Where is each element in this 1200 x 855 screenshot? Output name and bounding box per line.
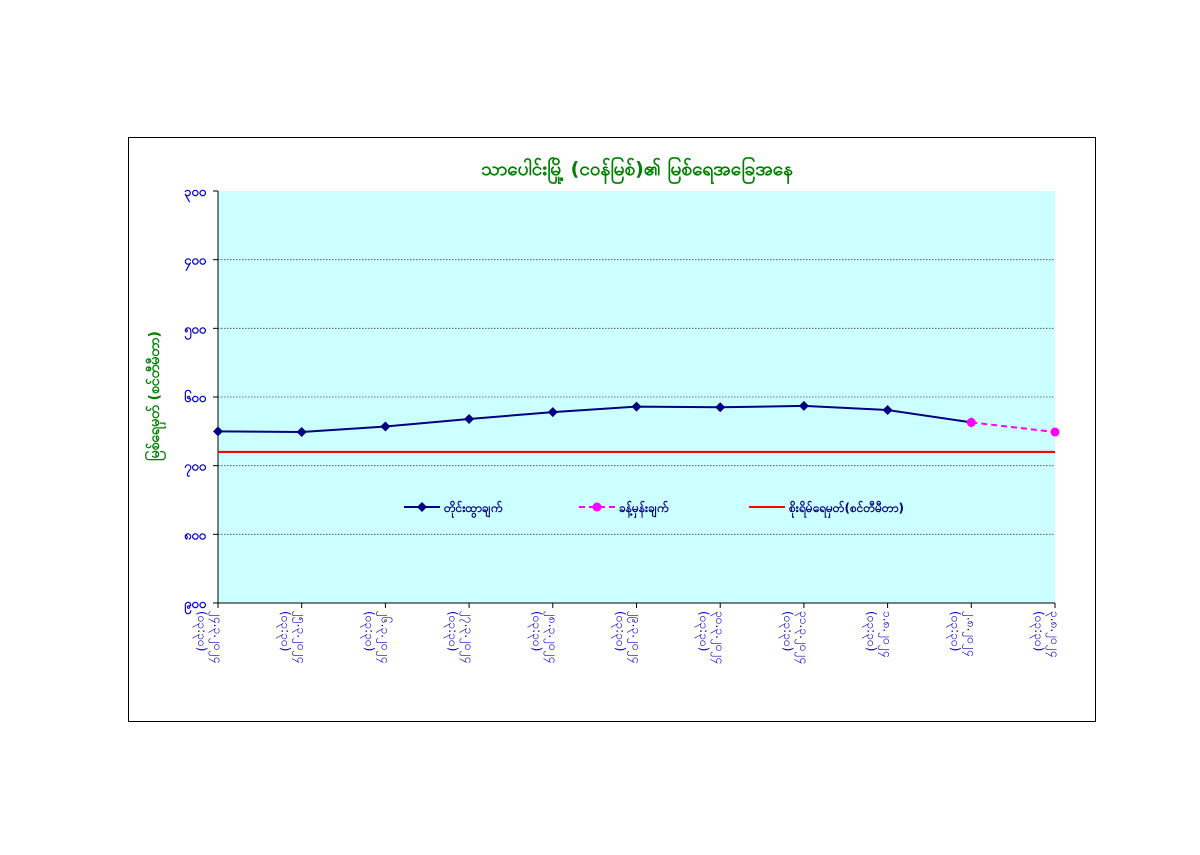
data-point — [631, 401, 642, 412]
legend: တိုင်းထွာချက် ခန့်မှန်းချက် စိုးရိမ်ရေမှတ်… — [404, 499, 904, 519]
x-tick-time: (၀၃:၃၀) — [611, 611, 628, 651]
y-tick-label: ၈၀၀ — [184, 528, 207, 543]
legend-label: စိုးရိမ်ရေမှတ်(စင်တီမီတာ) — [788, 499, 904, 519]
x-tick-date: ၂၇.၃.၂၀၂၄ — [459, 611, 476, 663]
series-line — [971, 421, 1056, 434]
x-tick-time: (၀၃:၃၀) — [443, 611, 460, 651]
x-tick-label: ၂၄.၃.၂၀၂၄(၀၃:၃၀) — [192, 611, 225, 663]
x-tick-date: ၂၈.၃.၂၀၂၄ — [543, 611, 560, 663]
x-tick-time: (၀၃:၃၀) — [945, 611, 962, 651]
legend-label: တိုင်းထွာချက် — [443, 499, 503, 519]
y-tick-label: ၇၀၀ — [184, 460, 207, 478]
data-point — [547, 407, 558, 418]
y-tick-label: ၄၀၀ — [184, 254, 207, 272]
data-point — [296, 427, 307, 438]
x-tick-time: (၀၃:၃၀) — [359, 611, 376, 651]
x-tick-label: ၂၈.၃.၂၀၂၄(၀၃:၃၀) — [527, 611, 560, 663]
x-tick-date: ၂.၈.၂၀၂၄ — [961, 611, 978, 657]
x-tick-label: ၂၆.၃.၂၀၂၄(၀၃:၃၀) — [359, 611, 393, 663]
x-tick-label: ၃.၈.၂၀၂၄(၀၃:၃၀) — [1029, 611, 1062, 658]
x-tick-time: (၀၃:၃၀) — [527, 611, 544, 651]
x-tick-date: ၂၄.၃.၂၀၂၄ — [208, 611, 225, 663]
data-point — [715, 402, 726, 413]
series-line — [217, 404, 972, 434]
legend-label: ခန့်မှန်းချက် — [619, 499, 669, 519]
x-tick-date: ၂၅.၃.၂၀၂၄ — [292, 611, 309, 663]
x-tick-time: (၀၃:၃၀) — [276, 611, 293, 651]
plot-background — [218, 191, 1055, 603]
x-tick-label: ၂.၈.၂၀၂၄(၀၃:၃၀) — [945, 611, 978, 657]
x-tick-label: ၁.၈.၂၀၂၄(၀၃:၃၀) — [862, 611, 895, 658]
data-point — [966, 417, 976, 427]
data-point — [882, 405, 893, 416]
x-tick-label: ၂၉.၃.၂၀၂၄(၀၃:၃၀) — [611, 611, 644, 663]
x-tick-date: ၂၉.၃.၂၀၂၄ — [627, 611, 644, 663]
data-point — [464, 413, 475, 424]
y-tick-label: ၆၀၀ — [184, 389, 207, 406]
data-point — [417, 502, 427, 512]
data-point — [592, 502, 602, 512]
legend-item: တိုင်းထွာချက် — [404, 499, 503, 519]
chart-frame: သာပေါင်းမြို့ (ငဝန်မြစ်)၏ မြစ်ရေအခြေအနေ … — [128, 137, 1096, 722]
x-tick-date: ၂၆.၃.၂၀၂၄ — [375, 611, 393, 663]
chart-title: သာပေါင်းမြို့ (ငဝန်မြစ်)၏ မြစ်ရေအခြေအနေ — [481, 155, 793, 185]
y-tick-label: ၉၀၀ — [184, 597, 207, 615]
legend-item: စိုးရိမ်ရေမှတ်(စင်တီမီတာ) — [749, 499, 904, 519]
x-tick-time: (၀၃:၃၀) — [862, 611, 879, 651]
x-tick-date: ၃၀.၃.၂၀၂၄ — [710, 611, 727, 664]
x-tick-time: (၀၃:၃၀) — [694, 611, 711, 651]
series-2 — [966, 417, 1060, 437]
x-tick-label: ၂၇.၃.၂၀၂၄(၀၃:၃၀) — [443, 611, 476, 663]
x-tick-label: ၂၅.၃.၂၀၂၄(၀၃:၃၀) — [276, 611, 309, 663]
x-tick-date: ၃.၈.၂၀၂၄ — [1045, 611, 1062, 658]
x-tick-label: ၃၁.၃.၂၀၂၄(၀၃:၃၀) — [778, 611, 811, 664]
x-tick-label: ၃၀.၃.၂၀၂၄(၀၃:၃၀) — [694, 611, 727, 664]
water-level-chart: သာပေါင်းမြို့ (ငဝန်မြစ်)၏ မြစ်ရေအခြေအနေ … — [145, 155, 1062, 664]
x-tick-date: ၁.၈.၂၀၂၄ — [878, 611, 895, 658]
x-tick-date: ၃၁.၃.၂၀၂၄ — [794, 611, 811, 664]
y-tick-label: ၅၀၀ — [184, 322, 207, 340]
data-point — [213, 426, 223, 437]
legend-item: ခန့်မှန်းချက် — [579, 499, 669, 519]
y-axis-label: မြစ်ရေမှတ် (စင်တီမီတာ) — [145, 331, 166, 461]
x-tick-time: (၀၃:၃၀) — [1029, 611, 1046, 651]
x-tick-time: (၀၃:၃၀) — [778, 611, 795, 651]
data-point — [1050, 427, 1060, 437]
data-point — [798, 400, 809, 411]
x-tick-time: (၀၃:၃၀) — [192, 611, 209, 651]
data-point — [380, 421, 391, 432]
y-tick-label: ၃၀၀ — [184, 185, 207, 203]
